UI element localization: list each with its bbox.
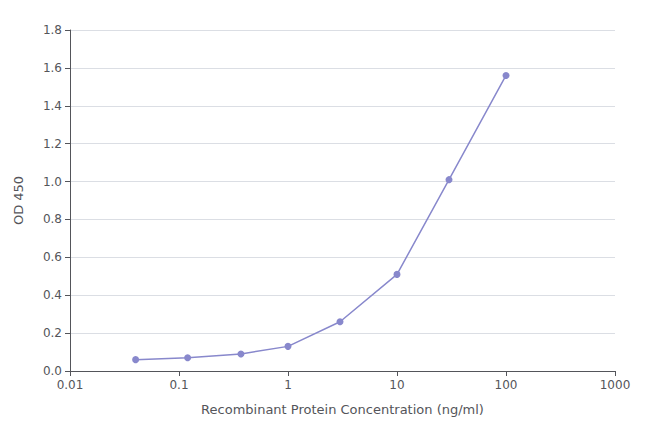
svg-text:1.4: 1.4 — [43, 99, 62, 113]
svg-text:0.01: 0.01 — [57, 378, 84, 392]
svg-text:OD 450: OD 450 — [11, 176, 26, 225]
svg-text:1.8: 1.8 — [43, 23, 62, 37]
svg-text:0.8: 0.8 — [43, 212, 62, 226]
svg-text:1.2: 1.2 — [43, 137, 62, 151]
svg-text:1.6: 1.6 — [43, 61, 62, 75]
svg-text:0.1: 0.1 — [169, 378, 188, 392]
svg-text:100: 100 — [495, 378, 518, 392]
svg-text:1000: 1000 — [600, 378, 631, 392]
svg-text:1: 1 — [284, 378, 292, 392]
svg-text:1.0: 1.0 — [43, 175, 62, 189]
svg-text:0.2: 0.2 — [43, 326, 62, 340]
svg-text:Recombinant Protein Concentrat: Recombinant Protein Concentration (ng/ml… — [201, 402, 484, 417]
svg-text:0.6: 0.6 — [43, 250, 62, 264]
svg-text:0.0: 0.0 — [43, 364, 62, 378]
svg-text:0.4: 0.4 — [43, 288, 62, 302]
svg-text:10: 10 — [389, 378, 404, 392]
